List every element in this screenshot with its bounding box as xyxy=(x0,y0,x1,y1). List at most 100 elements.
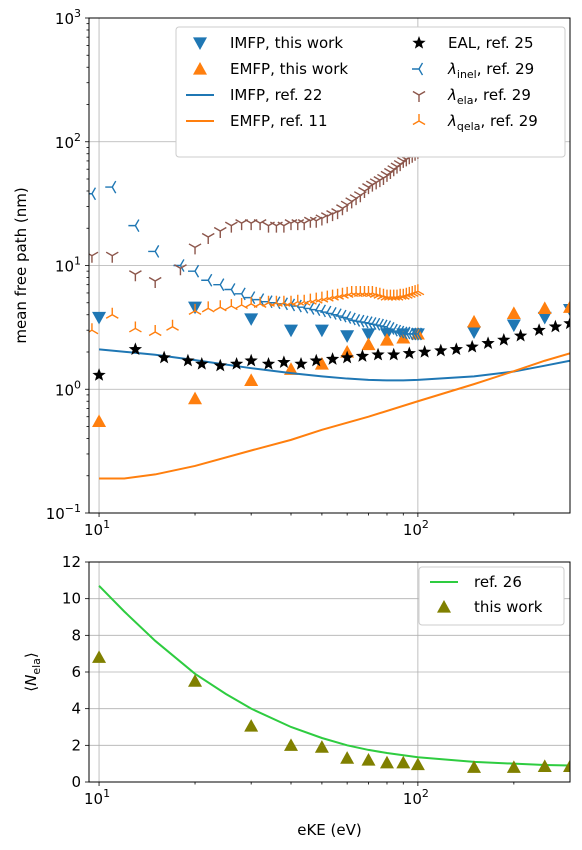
data-point xyxy=(188,243,202,255)
data-point xyxy=(195,356,209,370)
data-point xyxy=(563,316,570,330)
data-point xyxy=(506,760,521,773)
data-point xyxy=(537,301,552,315)
data-point xyxy=(358,186,371,199)
data-point xyxy=(361,328,376,341)
data-point xyxy=(148,244,160,258)
y-tick-label: 8 xyxy=(71,626,81,644)
data-point xyxy=(201,232,215,244)
data-point xyxy=(188,674,203,687)
legend-marker xyxy=(412,114,426,126)
y-tick-label: 4 xyxy=(71,700,81,718)
data-point xyxy=(434,343,448,357)
data-point xyxy=(105,180,117,194)
data-point xyxy=(410,327,422,341)
data-point xyxy=(188,264,200,278)
y-tick-label: 100 xyxy=(55,378,81,399)
data-point xyxy=(380,170,394,182)
data-point xyxy=(449,342,463,356)
data-point xyxy=(201,301,215,313)
data-point xyxy=(213,226,227,239)
data-point xyxy=(105,307,119,319)
legend-label: EAL, ref. 25 xyxy=(448,34,534,52)
legend-item: ref. 26 xyxy=(430,573,522,591)
data-point xyxy=(355,349,370,362)
data-point xyxy=(326,210,339,222)
data-point xyxy=(467,326,482,340)
data-point xyxy=(166,319,179,331)
legend-item: λinel, ref. 29 xyxy=(412,60,534,81)
data-point xyxy=(148,276,162,288)
data-point xyxy=(309,353,323,367)
legend-marker xyxy=(412,62,424,76)
x-tick-label: 102 xyxy=(403,787,429,808)
y-axis-label: ⟨Nela⟩ xyxy=(22,652,43,692)
series-line xyxy=(99,352,570,480)
data-point xyxy=(201,273,213,287)
data-point xyxy=(89,323,99,335)
legend-item: λqela, ref. 29 xyxy=(412,112,538,133)
legend-marker xyxy=(412,36,426,49)
data-point xyxy=(174,264,187,276)
series-eal-ref-25 xyxy=(92,316,570,381)
data-point xyxy=(371,347,385,361)
x-axis-label: eKE (eV) xyxy=(297,821,362,839)
legend-label: EMFP, this work xyxy=(230,60,348,78)
nela-panel: 101 102 0 2 4 6 8 10 12 ⟨Nela⟩ eKE (eV) ref. 26 this… xyxy=(22,553,571,839)
data-point xyxy=(224,283,236,296)
data-point xyxy=(361,337,376,351)
data-point xyxy=(128,321,142,333)
series-line xyxy=(98,585,570,767)
data-point xyxy=(244,291,256,305)
data-point xyxy=(105,251,119,263)
data-point xyxy=(181,353,195,367)
legend-label: this work xyxy=(474,598,543,616)
y-axis-label: mean free path (nm) xyxy=(12,187,30,343)
data-point xyxy=(548,319,563,333)
data-point xyxy=(294,356,308,370)
data-point xyxy=(506,306,521,320)
series-emfp-ref-11 xyxy=(99,352,570,480)
axes-frame xyxy=(88,17,571,514)
legend-label: λqela, ref. 29 xyxy=(447,112,538,133)
data-point xyxy=(244,313,259,326)
data-point xyxy=(270,295,283,307)
data-point xyxy=(262,221,275,233)
data-point xyxy=(148,325,162,337)
legend-item: EAL, ref. 25 xyxy=(412,34,534,52)
legend-item: IMFP, ref. 22 xyxy=(186,86,322,104)
plot-area xyxy=(89,147,570,480)
mean-free-path-panel: 101 102 10−1 100 101 102 103 mean free path (nm… xyxy=(12,7,571,539)
legend: IMFP, this work EMFP, this work IMFP, ref.… xyxy=(175,26,566,158)
data-point xyxy=(244,719,259,732)
data-point xyxy=(325,352,340,365)
data-point xyxy=(284,738,299,751)
data-point xyxy=(157,350,171,364)
data-point xyxy=(303,293,317,305)
data-point xyxy=(213,300,227,312)
legend-label: IMFP, this work xyxy=(230,34,343,52)
legend-marker xyxy=(437,600,451,613)
data-point xyxy=(532,323,546,336)
legend-marker xyxy=(412,90,426,102)
series-line xyxy=(98,348,570,382)
data-point xyxy=(537,311,552,325)
x-tick-label: 101 xyxy=(84,787,110,808)
data-point xyxy=(361,753,376,766)
series-emfp-this-work xyxy=(92,300,570,427)
data-point xyxy=(235,297,249,310)
data-point xyxy=(277,355,291,368)
data-point xyxy=(467,760,482,773)
data-point xyxy=(284,324,299,338)
data-point xyxy=(297,219,311,231)
data-point xyxy=(309,292,323,304)
data-point xyxy=(270,221,283,233)
data-point xyxy=(128,342,143,356)
y-tick-label: 10−1 xyxy=(46,502,81,523)
series-qela-ref-29 xyxy=(89,284,425,337)
data-point xyxy=(563,300,570,313)
y-tick-label: 101 xyxy=(55,255,81,276)
y-tick-label: 6 xyxy=(71,663,81,681)
data-point xyxy=(537,759,552,773)
